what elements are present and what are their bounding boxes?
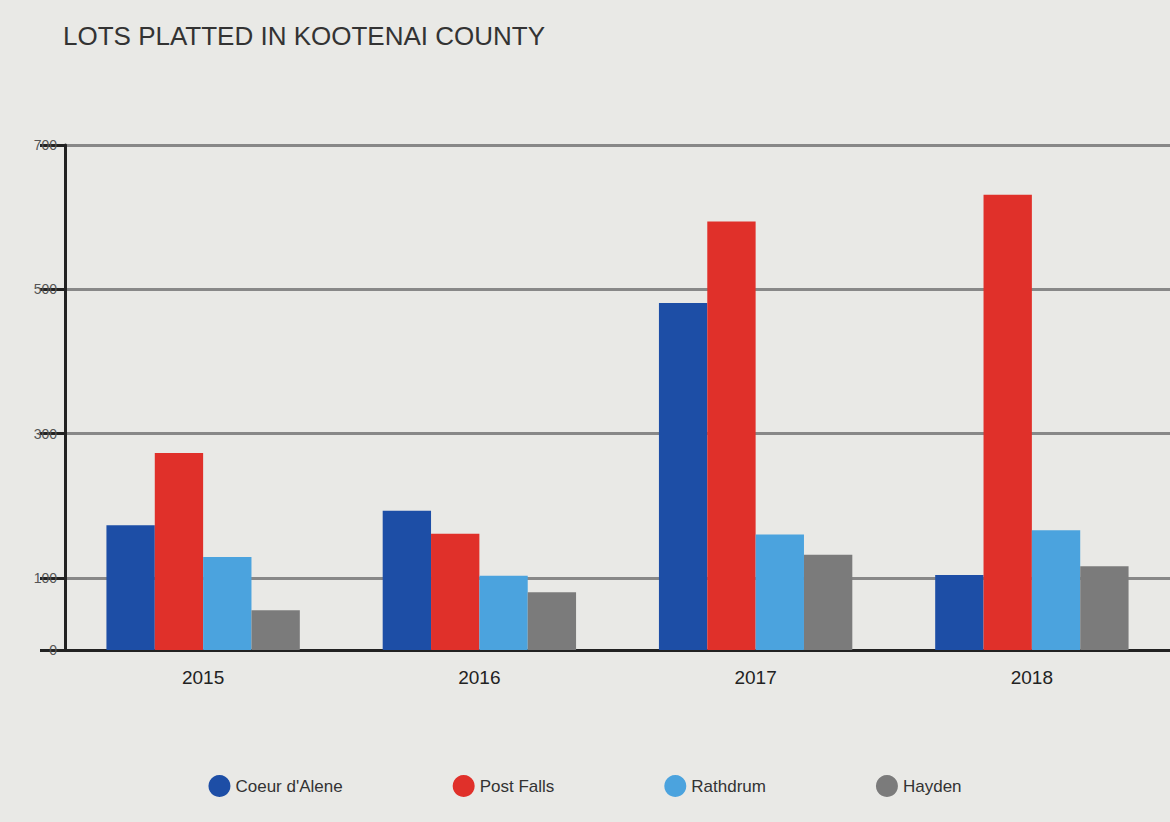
svg-text:Coeur d'Alene: Coeur d'Alene	[235, 777, 342, 796]
svg-text:0: 0	[49, 642, 57, 658]
svg-text:Rathdrum: Rathdrum	[691, 777, 766, 796]
svg-text:100: 100	[34, 570, 58, 586]
svg-text:300: 300	[34, 426, 58, 442]
svg-text:2017: 2017	[734, 667, 776, 688]
svg-text:2018: 2018	[1011, 667, 1053, 688]
svg-text:700: 700	[34, 137, 58, 153]
svg-text:Hayden: Hayden	[903, 777, 962, 796]
svg-text:Post Falls: Post Falls	[480, 777, 555, 796]
svg-text:2015: 2015	[182, 667, 224, 688]
svg-text:2016: 2016	[458, 667, 500, 688]
svg-text:LOTS PLATTED IN KOOTENAI COUNT: LOTS PLATTED IN KOOTENAI COUNTY	[63, 21, 545, 51]
svg-text:500: 500	[34, 281, 58, 297]
